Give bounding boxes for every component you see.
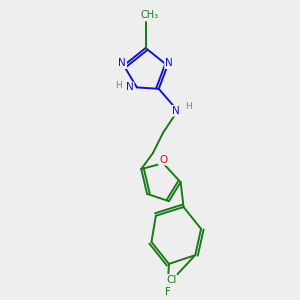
- Text: H: H: [185, 102, 192, 111]
- Text: N: N: [165, 58, 173, 68]
- Text: N: N: [172, 106, 180, 116]
- Text: N: N: [126, 82, 134, 92]
- Text: N: N: [118, 58, 126, 68]
- Text: Cl: Cl: [166, 275, 176, 285]
- Text: F: F: [165, 286, 170, 297]
- Text: CH₃: CH₃: [141, 10, 159, 20]
- Text: H: H: [116, 81, 122, 90]
- Text: O: O: [159, 155, 167, 165]
